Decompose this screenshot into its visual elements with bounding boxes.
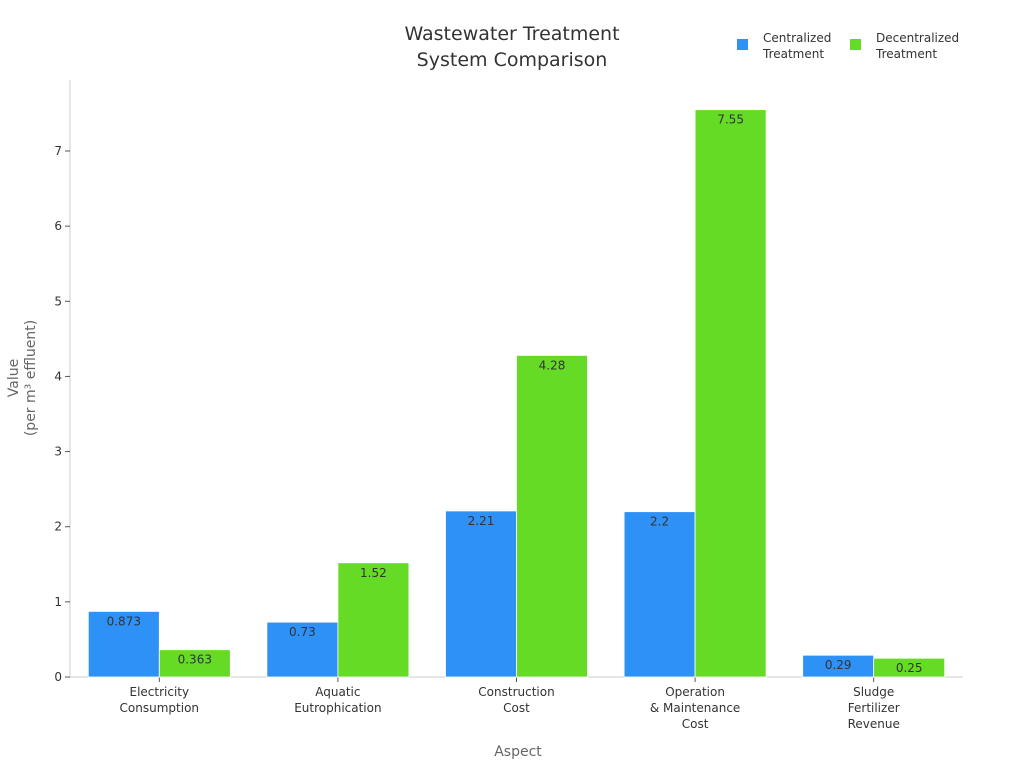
- x-tick-label: Aquatic Eutrophication: [294, 685, 381, 715]
- bar-value-label: 0.363: [178, 653, 212, 667]
- bar: [516, 354, 588, 678]
- y-tick-label: 4: [54, 369, 62, 383]
- chart-title: Wastewater Treatment System Comparison: [404, 23, 619, 71]
- legend: Centralized Treatment Decentralized Treatme…: [737, 31, 959, 61]
- x-tick-label: Sludge Fertilizer Revenue: [848, 685, 900, 731]
- y-tick-label: 6: [54, 219, 62, 233]
- y-tick-label: 0: [54, 670, 62, 684]
- bars: 0.873 0.363 0.73 1.52 2.21 4.28 2.2 7.55 0.29 0.2…: [87, 109, 946, 678]
- y-tick-label: 2: [54, 520, 62, 534]
- bar: [623, 511, 696, 678]
- legend-label: Decentralized Treatment: [875, 31, 959, 61]
- bar-value-label: 0.73: [289, 625, 316, 639]
- bar-value-label: 2.21: [468, 514, 495, 528]
- axes: 0 1 2 3 4 5 6 7 Electricity Consumption Aquatic Eut…: [54, 80, 963, 731]
- bar-value-label: 2.2: [650, 515, 669, 529]
- bar-value-label: 0.873: [107, 614, 141, 628]
- y-tick-label: 7: [54, 144, 62, 158]
- x-axis-label: Aspect: [494, 744, 542, 760]
- legend-swatch: [850, 39, 861, 50]
- bar: [873, 657, 946, 678]
- bar-value-label: 0.25: [896, 661, 923, 675]
- y-axis-label: Value(per m³ effluent): [6, 320, 39, 436]
- bar-value-label: 0.29: [825, 658, 852, 672]
- bar: [337, 562, 410, 678]
- x-tick-label: Construction Cost: [478, 685, 554, 715]
- y-tick-label: 1: [54, 595, 62, 609]
- x-tick-label: Operation & Maintenance Cost: [650, 685, 740, 731]
- bar-value-label: 1.52: [360, 566, 387, 580]
- y-tick-label: 5: [54, 294, 62, 308]
- bar: [158, 649, 231, 678]
- bar: [266, 621, 339, 678]
- legend-swatch: [737, 39, 748, 50]
- legend-label: Centralized Treatment: [762, 31, 831, 61]
- x-axis-label-text: Aspect: [494, 744, 542, 760]
- y-tick-label: 3: [54, 445, 62, 459]
- bar: [445, 510, 517, 678]
- x-tick-label: Electricity Consumption: [120, 685, 199, 715]
- bar-value-label: 7.55: [717, 113, 744, 127]
- bar-value-label: 4.28: [539, 358, 566, 372]
- chart-title-text: Wastewater Treatment System Comparison: [404, 23, 619, 71]
- bar: [87, 611, 160, 678]
- bar: [694, 109, 767, 678]
- y-axis-label-text: Value(per m³ effluent): [6, 320, 39, 436]
